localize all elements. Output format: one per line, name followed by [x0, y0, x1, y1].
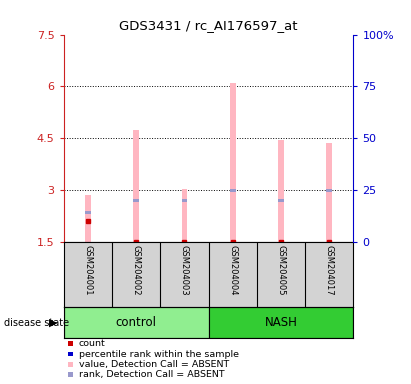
Text: percentile rank within the sample: percentile rank within the sample	[79, 349, 239, 359]
Text: control: control	[115, 316, 157, 329]
Bar	[278, 199, 284, 202]
Text: value, Detection Call = ABSENT: value, Detection Call = ABSENT	[79, 360, 229, 369]
Text: disease state: disease state	[4, 318, 69, 328]
Bar	[326, 189, 332, 192]
Text: GSM204002: GSM204002	[132, 245, 141, 296]
Bar	[278, 140, 284, 242]
Bar	[182, 189, 187, 242]
Text: GSM204017: GSM204017	[325, 245, 334, 296]
Bar	[85, 195, 91, 242]
Text: GSM204003: GSM204003	[180, 245, 189, 296]
Text: ▶: ▶	[49, 318, 58, 328]
Title: GDS3431 / rc_AI176597_at: GDS3431 / rc_AI176597_at	[119, 19, 298, 32]
Bar	[85, 211, 91, 214]
Bar	[209, 307, 353, 338]
Bar	[230, 189, 236, 192]
Text: GSM204004: GSM204004	[228, 245, 237, 296]
Bar	[133, 199, 139, 202]
Bar	[182, 199, 187, 202]
Bar	[326, 144, 332, 242]
Bar	[133, 130, 139, 242]
Text: rank, Detection Call = ABSENT: rank, Detection Call = ABSENT	[79, 370, 224, 379]
Text: NASH: NASH	[265, 316, 298, 329]
Text: count: count	[79, 339, 106, 348]
Text: GSM204001: GSM204001	[83, 245, 92, 296]
Text: GSM204005: GSM204005	[277, 245, 286, 296]
Bar	[64, 307, 208, 338]
Bar	[230, 83, 236, 242]
